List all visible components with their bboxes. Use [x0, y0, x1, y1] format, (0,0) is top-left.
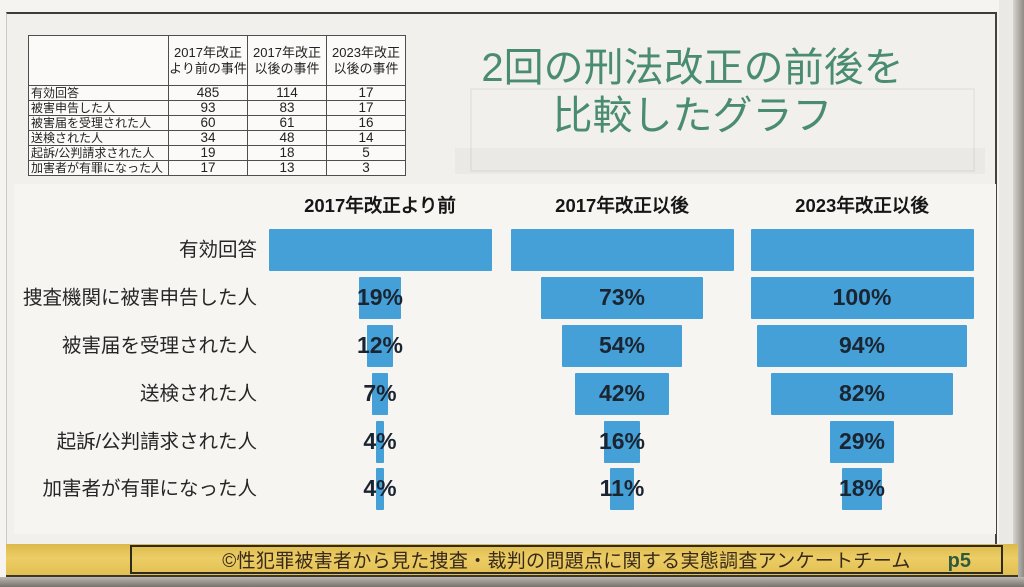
table-row: 被害届を受理された人 60 61 16 — [28, 115, 406, 131]
table-cell: 48 — [247, 130, 327, 146]
table-cell: 3 — [326, 160, 406, 176]
chart-bar — [575, 373, 669, 415]
page-number: p5 — [947, 550, 971, 572]
chart-bar-percent-label: 4% — [363, 428, 397, 454]
table-cell: 14 — [326, 130, 406, 146]
chart-bar — [375, 468, 385, 510]
table-row-label: 被害申告した人 — [28, 100, 169, 116]
chart-bar — [750, 229, 974, 271]
chart-bar — [757, 325, 967, 367]
table-cell: 19 — [168, 145, 248, 161]
chart-bar-percent-label: 11% — [599, 475, 645, 501]
chart-row-label: 捜査機関に被害申告した人 — [22, 287, 257, 309]
chart-bar — [770, 373, 954, 415]
table-cell: 61 — [247, 115, 327, 131]
chart-bar-percent-label: 16% — [598, 428, 646, 454]
chart-bar-percent-label: 100% — [832, 284, 892, 310]
table-row: 被害申告した人 93 83 17 — [28, 100, 406, 116]
chart-bar-percent-label: 18% — [838, 475, 886, 501]
footer-bar — [6, 544, 1018, 575]
slide-title-line1: 2回の刑法改正の前後を — [481, 46, 904, 90]
table-cell: 5 — [326, 145, 406, 161]
slide-title-line2: 比較したグラフ — [552, 94, 833, 138]
chart-row-label: 送検された人 — [139, 383, 257, 405]
chart-bar-percent-label: 54% — [598, 332, 646, 358]
table-row: 有効回答 485 114 17 — [28, 85, 406, 101]
chart-bar-percent-label: 7% — [363, 380, 397, 406]
footer-credit-box: ©性犯罪被害者から見た捜査・裁判の問題点に関する実態調査アンケートチーム p5 — [130, 545, 1003, 574]
chart-column-header: 2017年改正より前 — [304, 195, 456, 216]
chart-bar — [609, 468, 635, 510]
table-cell: 60 — [168, 115, 248, 131]
table-column-header: 2017年改正 以後の事件 — [247, 35, 327, 86]
table-column-header: 2017年改正 より前の事件 — [168, 35, 248, 86]
chart-bar — [358, 277, 402, 319]
chart-bar — [366, 325, 394, 367]
footer-underline — [6, 575, 1018, 577]
table-cell: 34 — [168, 130, 248, 146]
table-cell: 485 — [168, 85, 248, 101]
table-row: 起訴/公判請求された人 19 18 5 — [28, 145, 406, 161]
table-row-label: 送検された人 — [28, 130, 169, 146]
chart-row-label: 有効回答 — [178, 239, 257, 261]
chart-bar-percent-label: 19% — [356, 284, 404, 310]
chart-bar — [372, 373, 388, 415]
chart-bar — [829, 421, 895, 463]
slide-title: 2回の刑法改正の前後を 比較したグラフ — [420, 44, 965, 140]
chart-bar — [841, 468, 883, 510]
table-row: 送検された人 34 48 14 — [28, 130, 406, 146]
chart-bar-percent-label: 94% — [838, 332, 886, 358]
chart-bar — [561, 325, 683, 367]
table-row: 加害者が有罪になった人 17 13 3 — [28, 160, 406, 176]
table-row-label: 被害届を受理された人 — [28, 115, 169, 131]
chart-bar — [268, 229, 492, 271]
table-cell: 114 — [247, 85, 327, 101]
chart-row-label: 起訴/公判請求された人 — [56, 431, 257, 453]
table-row-label: 加害者が有罪になった人 — [28, 160, 169, 176]
table-cell: 83 — [247, 100, 327, 116]
chart-bar-percent-label: 82% — [838, 380, 886, 406]
chart-bar — [604, 421, 640, 463]
chart-bar-percent-label: 4% — [363, 475, 397, 501]
chart-bar — [750, 277, 974, 319]
table-cell: 93 — [168, 100, 248, 116]
table-cell: 13 — [247, 160, 327, 176]
photo-right-edge — [1013, 0, 1024, 587]
table-cell: 18 — [247, 145, 327, 161]
chart-bar-percent-label: 29% — [838, 428, 886, 454]
table-cell: 16 — [326, 115, 406, 131]
table-column-header: 2023年改正 以後の事件 — [326, 35, 406, 86]
table-header-row: 2017年改正 より前の事件 2017年改正 以後の事件 2023年改正 以後の事件 — [28, 35, 406, 86]
table-corner-cell — [28, 35, 169, 86]
photo-bottom-shadow — [0, 577, 1024, 587]
chart-bar-percent-label: 42% — [598, 380, 646, 406]
table-cell: 17 — [326, 100, 406, 116]
table-cell: 17 — [168, 160, 248, 176]
chart-column-header: 2023年改正以後 — [795, 195, 929, 216]
chart-bar — [510, 229, 734, 271]
chart-bar — [540, 277, 704, 319]
chart-row-label: 被害届を受理された人 — [61, 335, 257, 357]
table-cell: 17 — [326, 85, 406, 101]
chart-bar-percent-label: 12% — [356, 332, 404, 358]
chart-column-header: 2017年改正以後 — [555, 195, 689, 216]
chart-row-label: 加害者が有罪になった人 — [42, 478, 257, 500]
footer-credit: ©性犯罪被害者から見た捜査・裁判の問題点に関する実態調査アンケートチーム — [222, 551, 911, 572]
table-row-label: 起訴/公判請求された人 — [28, 145, 169, 161]
table-row-label: 有効回答 — [28, 85, 169, 101]
summary-table: 2017年改正 より前の事件 2017年改正 以後の事件 2023年改正 以後の事件… — [28, 35, 406, 176]
chart-bar — [375, 421, 385, 463]
chart-bar-percent-label: 73% — [598, 284, 646, 310]
